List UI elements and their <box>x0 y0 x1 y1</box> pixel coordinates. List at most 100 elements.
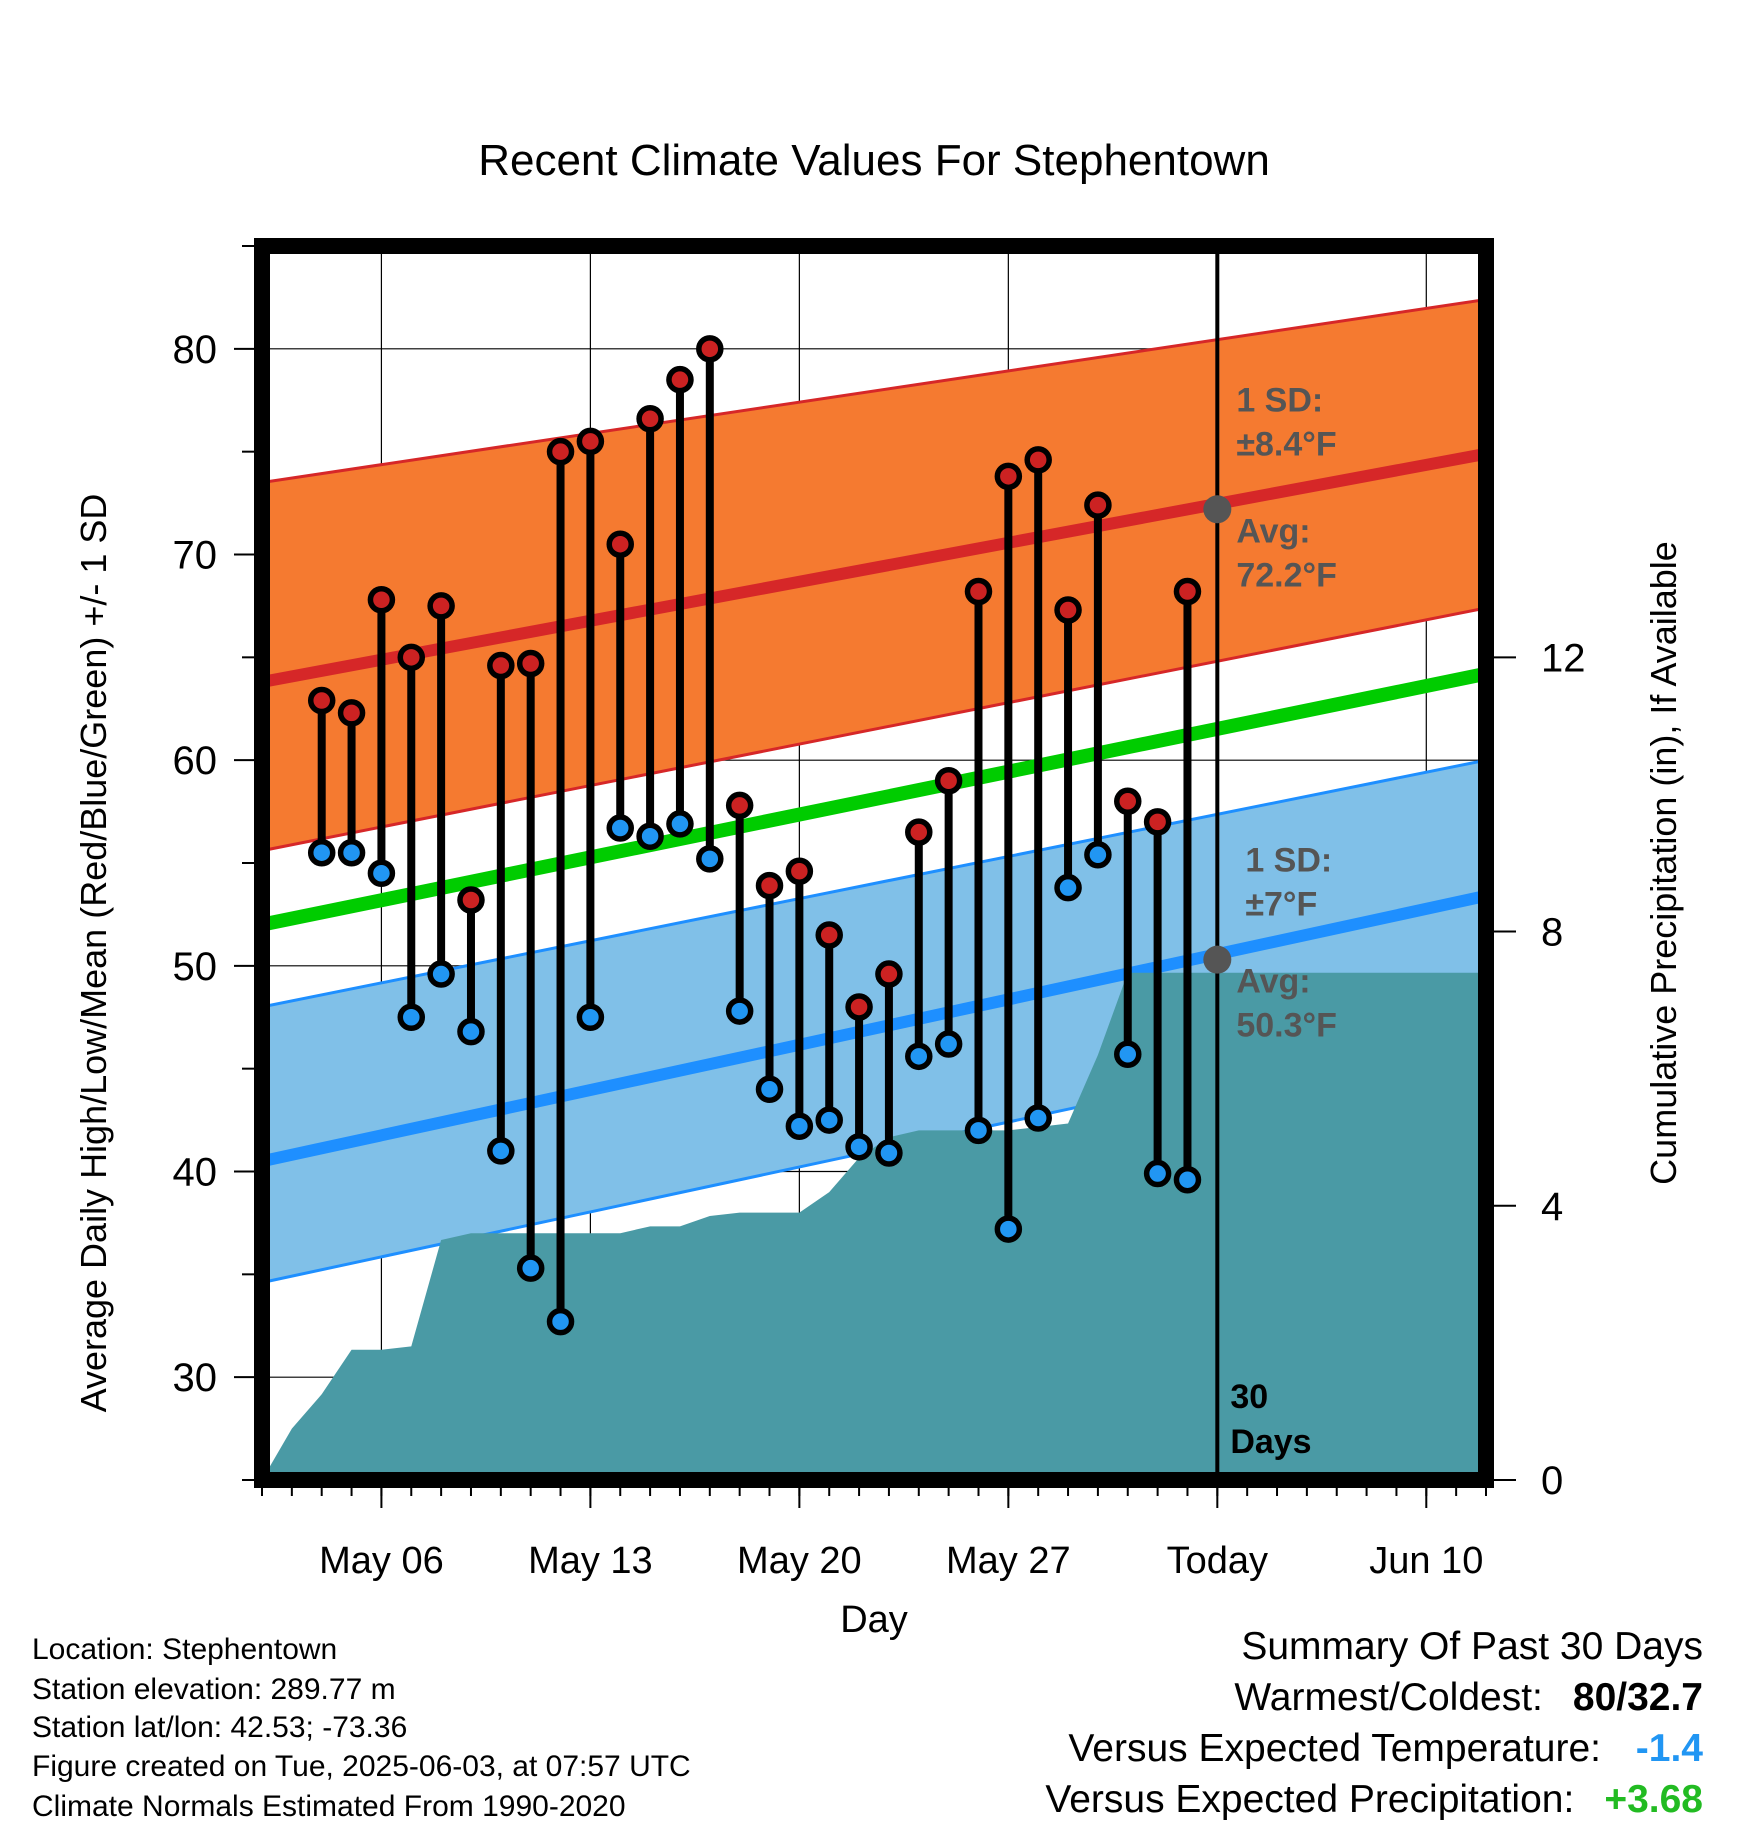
daily-high-point <box>397 643 426 672</box>
y-tick-label: 30 <box>173 1356 218 1400</box>
summary-precip-row: Versus Expected Precipitation: +3.68 <box>1045 1778 1703 1822</box>
x-axis-title: Day <box>840 1599 908 1641</box>
summary-warmest-row: Warmest/Coldest: 80/32.7 <box>1234 1676 1703 1720</box>
daily-high-point <box>666 365 694 394</box>
avg-mean-line <box>262 666 1486 932</box>
daily-low-point <box>934 1030 963 1058</box>
daily-low-point <box>755 1075 784 1103</box>
daily-high-point <box>875 960 903 988</box>
daily-low-point <box>516 1254 545 1282</box>
low-sd-band <box>262 758 1486 1285</box>
daily-high-point <box>934 766 963 795</box>
high-sd-label: 1 SD: ±8.4°F <box>1236 381 1336 463</box>
daily-low-point <box>397 1003 426 1031</box>
daily-low-point <box>785 1112 814 1141</box>
y-tick-label: 60 <box>173 739 218 783</box>
daily-low-point <box>576 1003 605 1031</box>
daily-low-point <box>815 1106 843 1134</box>
daily-low-point <box>367 859 396 888</box>
info-created: Figure created on Tue, 2025-06-03, at 07… <box>32 1750 691 1783</box>
avg-high-line <box>262 447 1486 688</box>
today-high-avg-point <box>1203 495 1232 524</box>
high-sd-band <box>262 297 1486 853</box>
daily-high-point <box>755 871 784 900</box>
info-normals: Climate Normals Estimated From 1990-2020 <box>32 1790 626 1823</box>
daily-high-point <box>1084 491 1112 519</box>
plot-inner <box>262 246 1486 1480</box>
daily-low-point <box>636 822 664 851</box>
y2-tick-label: 8 <box>1541 911 1563 955</box>
daily-low-point <box>1054 873 1082 902</box>
daily-high-point <box>516 649 545 678</box>
daily-low-point <box>696 845 724 873</box>
info-elevation: Station elevation: 289.77 m <box>32 1673 396 1706</box>
daily-high-point <box>457 886 485 914</box>
y2-axis-title: Cumulative Precipitation (in), If Availa… <box>1643 541 1684 1185</box>
daily-high-point <box>785 857 814 885</box>
summary-precip-value: +3.68 <box>1604 1778 1703 1821</box>
plot-area: 1 SD: ±8.4°F Avg: 72.2°F 1 SD: ±7°F Avg: 50.3°F… <box>173 238 1586 1582</box>
daily-low-point <box>487 1137 515 1165</box>
daily-high-point <box>1054 596 1082 624</box>
daily-high-point <box>994 462 1023 491</box>
summary-temp-row: Versus Expected Temperature: -1.4 <box>1068 1727 1703 1771</box>
daily-high-point <box>815 921 843 949</box>
y-tick-label: 50 <box>173 945 218 989</box>
days-label: 30 Days <box>1230 1378 1311 1461</box>
daily-low-point <box>964 1116 993 1145</box>
summary-warmest-label: Warmest/Coldest: <box>1234 1676 1543 1719</box>
daily-high-point <box>337 699 366 727</box>
daily-high-point <box>964 577 993 606</box>
y-axis-title: Average Daily High/Low/Mean (Red/Blue/Gr… <box>73 494 114 1413</box>
high-avg-label: Avg: 72.2°F <box>1236 512 1337 594</box>
daily-high-point <box>546 437 575 466</box>
x-tick-label: Today <box>1167 1540 1268 1582</box>
daily-high-point <box>696 335 724 363</box>
avg-low-line <box>262 890 1486 1168</box>
plot-frame <box>254 238 1494 1488</box>
y2-tick-label: 4 <box>1541 1185 1563 1229</box>
y-tick-label: 40 <box>173 1151 218 1195</box>
daily-low-point <box>1024 1104 1052 1132</box>
daily-low-point <box>457 1017 485 1046</box>
daily-low-point <box>725 997 754 1025</box>
daily-low-point <box>307 838 336 867</box>
y2-tick-label: 12 <box>1541 636 1586 680</box>
daily-high-point <box>307 686 336 715</box>
daily-low-point <box>1114 1040 1142 1069</box>
daily-high-point <box>576 427 605 456</box>
daily-low-point <box>546 1307 575 1336</box>
y-tick-label: 70 <box>173 534 218 578</box>
low-avg-label: Avg: 50.3°F <box>1236 963 1337 1045</box>
x-tick-label: May 27 <box>946 1540 1071 1582</box>
daily-low-point <box>666 810 694 838</box>
daily-low-point <box>845 1133 873 1161</box>
daily-low-point <box>337 838 366 867</box>
summary-warmest-value: 80/32.7 <box>1572 1676 1703 1719</box>
daily-low-point <box>1143 1159 1172 1188</box>
daily-high-point <box>1114 787 1142 816</box>
daily-high-point <box>1173 577 1202 606</box>
daily-low-point <box>606 814 634 842</box>
x-tick-label: May 06 <box>319 1540 444 1582</box>
y2-tick-label: 0 <box>1541 1459 1563 1503</box>
summary-title: Summary Of Past 30 Days <box>1241 1625 1703 1668</box>
precip-area <box>262 972 1486 1480</box>
daily-low-point <box>1084 841 1112 869</box>
x-tick-label: Jun 10 <box>1369 1540 1483 1582</box>
daily-high-point <box>905 818 933 846</box>
daily-high-point <box>1143 808 1172 836</box>
today-low-avg-point <box>1203 945 1232 974</box>
y-tick-label: 80 <box>173 328 218 372</box>
daily-high-point <box>1024 446 1052 474</box>
info-latlon: Station lat/lon: 42.53; -73.36 <box>32 1711 408 1744</box>
daily-high-point <box>606 530 634 558</box>
summary-temp-label: Versus Expected Temperature: <box>1068 1727 1601 1770</box>
daily-high-point <box>845 993 873 1021</box>
daily-low-point <box>1173 1165 1202 1194</box>
summary-precip-label: Versus Expected Precipitation: <box>1045 1778 1575 1821</box>
daily-high-point <box>367 585 396 614</box>
daily-low-point <box>905 1042 933 1071</box>
daily-low-point <box>427 960 455 988</box>
x-tick-label: May 20 <box>737 1540 862 1582</box>
